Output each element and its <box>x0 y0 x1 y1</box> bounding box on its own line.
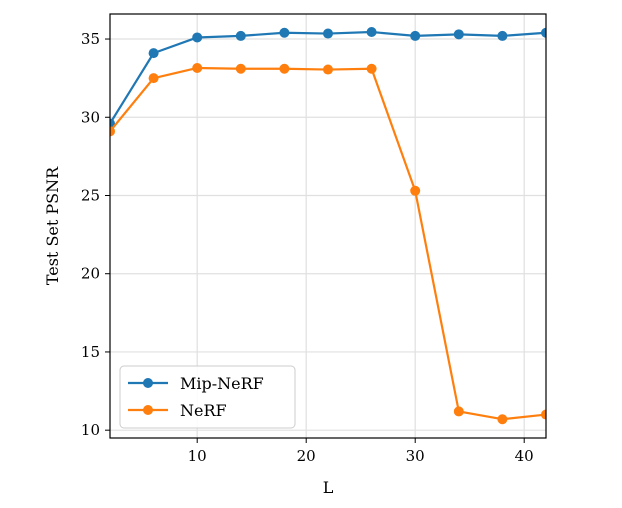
data-point-nerf <box>366 63 377 74</box>
data-point-mip-nerf <box>410 30 421 41</box>
data-point-mip-nerf <box>323 28 333 39</box>
legend-box <box>119 365 296 429</box>
data-point-nerf <box>192 62 203 73</box>
data-point-nerf <box>410 185 421 196</box>
y-tick-label: 10 <box>81 421 100 439</box>
legend: Mip-NeRF NeRF <box>119 365 296 429</box>
data-point-mip-nerf <box>148 48 159 59</box>
legend-label-mip-nerf: Mip-NeRF <box>180 374 264 393</box>
x-tick-label: 30 <box>406 447 425 465</box>
data-point-nerf <box>279 63 290 74</box>
x-tick-label: 20 <box>297 447 316 465</box>
data-point-nerf <box>235 63 246 74</box>
data-point-mip-nerf <box>497 30 508 41</box>
data-point-nerf <box>541 409 546 420</box>
data-point-mip-nerf <box>453 29 464 40</box>
data-point-nerf <box>110 126 115 137</box>
data-point-mip-nerf <box>366 26 377 37</box>
y-tick-label: 30 <box>81 108 100 126</box>
y-axis-label: Test Set PSNR <box>43 166 62 285</box>
data-point-mip-nerf <box>192 32 203 43</box>
data-point-nerf <box>453 406 464 417</box>
x-axis-label: L <box>323 478 334 497</box>
legend-label-nerf: NeRF <box>180 401 227 420</box>
data-point-mip-nerf <box>235 30 246 41</box>
data-point-nerf <box>323 64 333 75</box>
data-point-nerf <box>148 73 159 84</box>
y-tick-label: 20 <box>81 265 100 283</box>
y-tick-label: 35 <box>81 30 100 48</box>
y-tick-label: 15 <box>81 343 100 361</box>
data-point-nerf <box>497 414 508 425</box>
axis-ticks: 10 20 30 40 10 15 20 25 30 35 <box>81 30 534 465</box>
data-point-mip-nerf <box>541 27 546 38</box>
x-tick-label: 10 <box>188 447 207 465</box>
x-tick-label: 40 <box>515 447 534 465</box>
legend-marker-nerf <box>143 405 153 415</box>
y-tick-label: 25 <box>81 186 100 204</box>
grid-lines <box>110 14 546 438</box>
legend-marker-mip-nerf <box>143 378 153 388</box>
series-layer <box>110 26 546 425</box>
plot-frame <box>109 13 547 439</box>
data-point-mip-nerf <box>279 27 290 38</box>
